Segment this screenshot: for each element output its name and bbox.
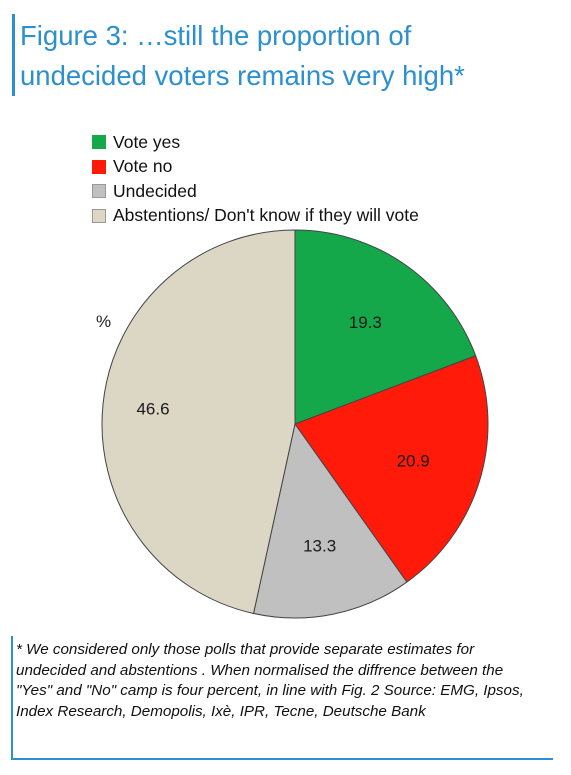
slice-value-label: 20.9 <box>397 451 430 470</box>
title-line-1: Figure 3: …still the proportion of <box>20 20 412 51</box>
pie-slice <box>101 229 296 615</box>
pie-slice <box>294 229 477 425</box>
legend-swatch <box>92 135 106 150</box>
legend-item: Undecided <box>92 179 419 204</box>
legend-label: Vote no <box>113 156 173 177</box>
title-line-2: undecided voters remains very high* <box>20 60 465 91</box>
slice-value-label: 46.6 <box>136 399 169 418</box>
slice-value-label: 19.3 <box>349 313 382 332</box>
legend-swatch <box>92 184 106 199</box>
legend-label: Undecided <box>113 180 197 201</box>
pie-slice <box>294 355 489 583</box>
legend-item: Abstentions/ Don't know if they will vot… <box>92 204 419 229</box>
legend-item: Vote yes <box>92 130 419 155</box>
slice-value-label: 13.3 <box>303 537 336 556</box>
title-accent-bar <box>12 14 15 96</box>
figure-title: Figure 3: …still the proportion of undec… <box>20 16 465 96</box>
legend-swatch <box>92 159 106 174</box>
legend-swatch <box>92 208 106 223</box>
footnote-border <box>11 636 553 760</box>
legend-label: Vote yes <box>113 131 181 152</box>
pie-chart: 19.3 20.9 13.3 46.6 <box>101 229 489 619</box>
unit-label: % <box>96 312 112 331</box>
footnote-text: * We considered only those polls that pr… <box>16 641 524 720</box>
legend-item: Vote no <box>92 155 419 180</box>
legend-label: Abstentions/ Don't know if they will vot… <box>113 205 419 226</box>
chart-legend: Vote yes Vote no Undecided Abstentions/ Don… <box>92 130 419 228</box>
pie-slice <box>252 422 408 619</box>
